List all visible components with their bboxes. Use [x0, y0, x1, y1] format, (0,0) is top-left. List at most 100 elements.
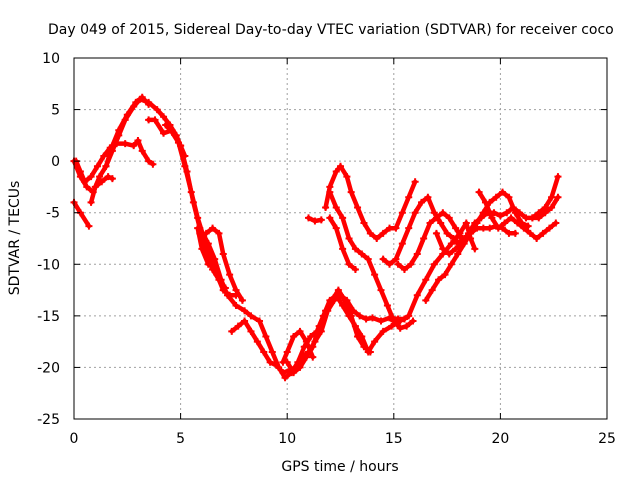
- data-point: [337, 162, 344, 170]
- data-point: [411, 178, 419, 186]
- data-point: [471, 219, 479, 227]
- data-point: [83, 183, 91, 191]
- data-point: [334, 286, 342, 294]
- series-trace: [163, 122, 239, 298]
- data-point: [309, 353, 317, 361]
- data-point: [430, 260, 438, 268]
- data-point: [526, 229, 534, 237]
- data-point: [232, 302, 240, 310]
- data-point: [343, 173, 351, 181]
- data-point: [505, 229, 513, 237]
- data-point: [121, 140, 129, 148]
- data-point: [511, 229, 519, 237]
- y-tick-label: -5: [46, 206, 60, 222]
- data-point: [98, 178, 106, 186]
- data-point: [413, 250, 421, 258]
- data-point: [145, 157, 153, 165]
- series-trace: [323, 164, 418, 241]
- data-point: [405, 224, 413, 232]
- series-arc-20: [422, 188, 532, 304]
- data-point: [398, 240, 406, 248]
- data-point: [513, 219, 521, 227]
- data-point: [347, 188, 355, 196]
- data-point: [302, 338, 310, 346]
- data-point: [104, 173, 112, 181]
- data-point: [232, 286, 240, 294]
- data-point: [202, 229, 210, 237]
- data-point: [262, 332, 270, 340]
- data-point: [202, 250, 210, 258]
- data-point: [366, 229, 374, 237]
- series-arc-18: [379, 193, 464, 268]
- data-point: [149, 160, 157, 168]
- data-point: [392, 255, 400, 263]
- data-point: [460, 235, 468, 242]
- data-point: [435, 276, 443, 284]
- data-point: [215, 276, 223, 284]
- data-point: [322, 204, 330, 212]
- data-point: [315, 322, 323, 330]
- data-point: [524, 222, 532, 230]
- data-point: [302, 353, 310, 361]
- data-point: [479, 224, 487, 232]
- data-point: [386, 224, 394, 232]
- series-arc-12: [279, 327, 317, 366]
- data-point: [339, 245, 347, 253]
- data-point: [279, 369, 287, 377]
- data-point: [473, 224, 481, 232]
- series-trace: [327, 189, 416, 331]
- data-point: [386, 260, 394, 268]
- y-tick-label: -25: [37, 412, 60, 428]
- data-point: [253, 338, 261, 346]
- data-point: [516, 209, 524, 217]
- data-point: [123, 111, 131, 119]
- series-arc-4: [87, 173, 116, 206]
- data-point: [368, 314, 376, 322]
- data-point: [432, 214, 440, 222]
- data-point: [234, 322, 242, 330]
- y-tick-label: 0: [51, 154, 60, 170]
- data-point: [471, 245, 479, 253]
- data-point: [366, 348, 374, 356]
- data-point: [81, 178, 89, 186]
- data-point: [273, 361, 281, 369]
- data-point: [554, 173, 562, 181]
- data-point: [96, 173, 104, 181]
- data-point: [535, 214, 543, 222]
- data-point: [400, 315, 408, 323]
- data-point: [138, 147, 146, 155]
- x-axis-label: GPS time / hours: [281, 459, 398, 475]
- data-point: [341, 296, 349, 304]
- chart-title: Day 049 of 2015, Sidereal Day-to-day VTE…: [48, 22, 614, 38]
- data-point: [467, 229, 475, 237]
- data-point: [345, 260, 353, 268]
- data-point: [552, 219, 560, 227]
- data-point: [305, 214, 313, 222]
- data-point: [132, 98, 140, 106]
- data-point: [413, 291, 421, 299]
- data-point: [354, 332, 362, 340]
- data-point: [296, 327, 304, 335]
- data-point: [226, 291, 234, 299]
- data-point: [488, 214, 496, 222]
- data-point: [426, 219, 434, 227]
- series-arc-24: [528, 193, 562, 222]
- y-tick-label: 10: [42, 51, 60, 67]
- data-point: [194, 224, 202, 232]
- plot-frame: [73, 57, 608, 420]
- data-point: [462, 219, 470, 227]
- data-point: [108, 142, 116, 150]
- data-point: [358, 250, 366, 258]
- data-point: [209, 224, 217, 232]
- y-tick-label: -20: [37, 360, 60, 376]
- y-tick-label: -10: [37, 257, 60, 273]
- data-point: [494, 224, 502, 232]
- data-point: [85, 222, 93, 230]
- x-tick-label: 10: [278, 431, 296, 447]
- series-arc-5: [102, 93, 153, 170]
- data-point: [475, 188, 483, 196]
- data-point: [377, 286, 385, 294]
- data-point: [219, 250, 227, 258]
- data-point: [394, 260, 402, 268]
- data-point: [400, 265, 408, 273]
